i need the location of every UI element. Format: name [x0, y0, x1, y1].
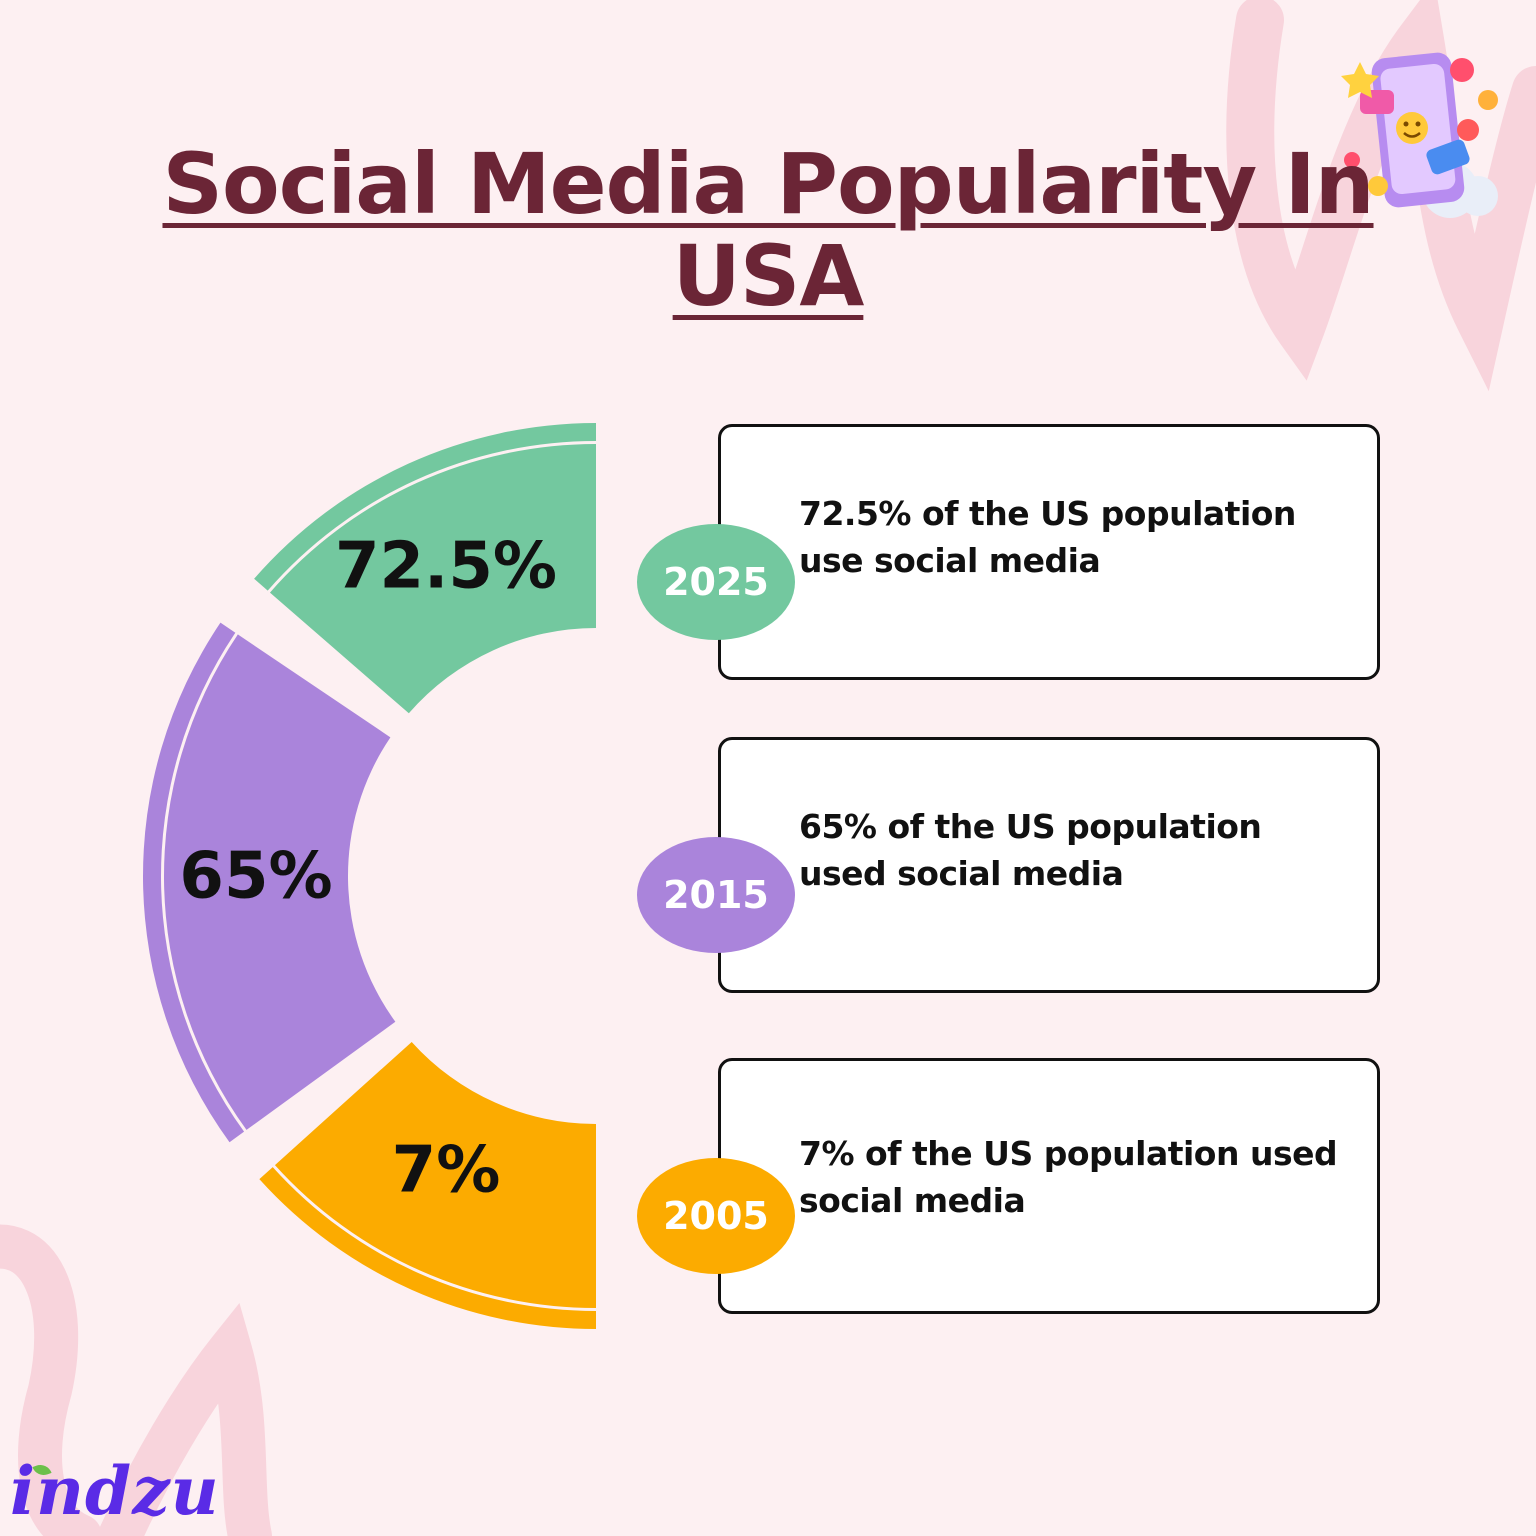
card-text-2025: 72.5% of the US population use social me…: [799, 494, 1296, 580]
decor-stroke-bottom-left: [0, 1224, 272, 1536]
info-card-2015: 65% of the US population used social med…: [718, 737, 1380, 993]
info-card-2025: 72.5% of the US population use social me…: [718, 424, 1380, 680]
donut-chart: 72.5% 65% 7%: [143, 423, 596, 1329]
segment-label-2025: 72.5%: [335, 530, 557, 604]
page-title: Social Media Popularity In USA: [162, 135, 1374, 325]
year-badge-2015: 2015: [637, 837, 795, 953]
year-badge-2025: 2025: [637, 524, 795, 640]
info-card-2005: 7% of the US population used social medi…: [718, 1058, 1380, 1314]
year-badge-2005: 2005: [637, 1158, 795, 1274]
segment-label-2005: 7%: [392, 1134, 501, 1208]
segment-2025: [269, 444, 596, 714]
segment-label-2015: 65%: [179, 840, 332, 914]
decor-stroke-top-right: [1226, 0, 1536, 392]
card-text-2005: 7% of the US population used social medi…: [799, 1134, 1338, 1220]
segment-rim-2005: [259, 1167, 596, 1329]
segment-2015: [163, 634, 396, 1130]
social-media-phone-icon: [1341, 52, 1498, 218]
card-text-2015: 65% of the US population used social med…: [799, 807, 1262, 893]
segment-rim-2015: [143, 622, 245, 1143]
brand-logo: indzu: [10, 1452, 220, 1530]
segment-rim-2025: [254, 423, 596, 591]
segment-2005: [274, 1041, 596, 1308]
